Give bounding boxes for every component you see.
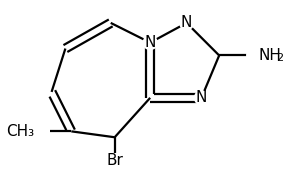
Text: CH₃: CH₃ [6,124,34,139]
Text: NH: NH [259,48,281,63]
Circle shape [143,36,157,50]
Text: Br: Br [106,153,123,168]
Circle shape [180,16,194,30]
Circle shape [247,44,270,67]
Text: 2: 2 [276,53,284,63]
Text: N: N [196,90,207,105]
Circle shape [194,91,208,105]
Text: N: N [145,35,156,50]
Text: N: N [181,15,192,30]
